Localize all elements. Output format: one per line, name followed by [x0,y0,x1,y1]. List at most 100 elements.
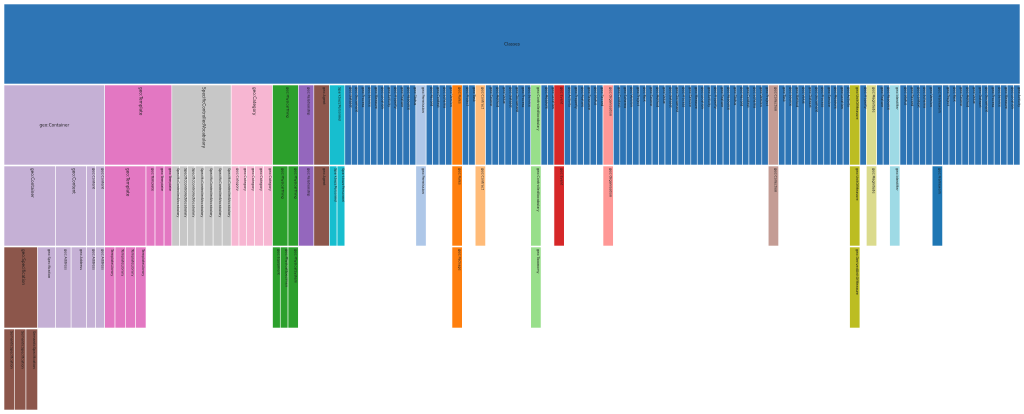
node-label: geo:Property [863,87,867,109]
node-label: geo:Status [413,87,417,105]
node-label: geo:Location [381,87,385,109]
node-label: geo:Project [636,87,640,107]
node-label: SemanticSpecification [20,331,24,369]
node-label: geo:Project [466,87,470,107]
node-label: geo:Feature [720,87,724,107]
node-geo-permission[interactable] [415,165,427,247]
node-label: geo:ControlledVocabulary [536,168,540,212]
node-label: geo:Context [916,87,920,108]
node-label: geo:Value [502,87,506,104]
node-label: geo:Resource [587,87,591,110]
node-label: geo:Project [765,87,769,107]
node-label: geo:Framework [938,87,942,113]
node-label: geo:Feature [400,87,404,107]
node-geo-relationship[interactable] [298,165,315,247]
node-templatelibrary[interactable] [135,246,147,329]
node-sparkbuzzpersonnel[interactable] [329,84,346,166]
node-label: geo:Event [559,87,563,105]
node-label: geo:UnitOfMeasure [855,168,859,201]
node-geo-controlledvocabulary[interactable] [530,165,542,247]
node-label: geo:Status [733,87,737,105]
node-geo-taxonomy[interactable] [530,246,542,329]
node-classes[interactable] [3,3,1021,85]
node-label: geo:Project [946,87,950,107]
node-label: geo:Permission [421,168,425,194]
node-specificcontrolledvocabulary[interactable] [171,84,232,166]
node-geo-address[interactable] [55,246,72,329]
node-label: geo:Task [472,87,476,102]
node-label: SpecificControlledVocabulary [209,168,213,217]
node-geo-contract[interactable] [474,165,486,247]
node-geo-rules[interactable] [451,165,463,247]
node-label: geo:Schema [623,87,627,108]
node-label: geo:Process [821,87,825,108]
node-geo-magnitude[interactable] [866,165,877,247]
node-geo-collection[interactable] [767,165,779,247]
node-geo-template[interactable] [104,84,173,166]
node-label: geo:Magnitude [872,168,876,193]
node-label: geo:PhysicalThing [293,168,297,199]
node-label: geo:Equipment [277,249,281,276]
node-geo-derivedunitofmeasure[interactable] [849,246,861,329]
node-geo-container[interactable] [3,84,105,166]
node-label: geo:Measure [544,87,548,109]
node-geo-container[interactable] [3,165,56,247]
node-label: SparkbuzzPersonnel [341,168,345,202]
node-label: geo:Category [251,168,255,191]
node-label: geo:Activity [387,87,391,107]
node-label: geo:Value [972,87,976,104]
node-geo-identifier[interactable] [889,165,901,247]
node-geo-agent[interactable] [313,165,330,247]
node-label: geo:Source [959,87,963,106]
node-label: geo:Record [739,87,743,106]
node-label: TemplateLibrary [131,248,135,276]
node-label: geo:Source [788,87,792,106]
node-label: geo:Organisation [608,168,612,197]
node-geo-category[interactable] [230,84,273,166]
node-label: geo:Document [985,87,989,113]
node-label: geo:Dataset [508,87,512,108]
node-geo-content[interactable] [55,165,87,247]
node-label: SpecificControlledVocabulary [200,168,204,217]
node-sparkbuzzpersonnel[interactable] [336,165,346,247]
node-label: geo:Specification [47,249,51,278]
node-label: geo:Content [100,168,104,190]
node-label: geo:Document [355,87,359,113]
node-geo-physicalthing[interactable] [272,84,299,166]
node-geo-physicalthing[interactable] [272,165,289,247]
node-label: SemanticSpecification [32,331,36,369]
node-label: geo:Category [259,168,263,191]
node-label: geo:Dataset [668,87,672,108]
node-label: geo:Contract [481,87,485,110]
node-label: geo:Category [243,168,247,191]
node-label: SpecificControlledVocabulary [176,168,180,217]
node-label: geo:Service [528,87,532,107]
node-semanticspecification[interactable] [25,328,38,411]
node-geo-package[interactable] [451,246,463,329]
node-geo-specification[interactable] [3,246,38,329]
node-geo-event[interactable] [553,165,565,247]
node-geo-physicalsystem[interactable] [287,246,299,329]
node-geo-relationship[interactable] [298,84,315,166]
node-label: geo:Agent [322,168,326,186]
node-label: geo:Template [126,168,131,197]
node-geo-activity[interactable] [1013,84,1021,166]
node-label: geo:Activity [1017,87,1021,107]
node-geo-agent[interactable] [313,84,330,166]
node-geo-specification[interactable] [37,246,56,329]
node-label: geo:Activity [847,87,851,107]
node-geo-address[interactable] [70,246,87,329]
node-geo-unitofmeasure[interactable] [849,165,861,247]
node-label: SparkbuzzPersonnel [337,87,341,121]
node-geo-template[interactable] [104,165,147,247]
node-label: geo:Document [515,87,519,113]
node-label: geo:Category [252,87,257,116]
node-label: geo:Method [495,87,499,107]
node-label: geo:Property [714,87,718,109]
node-label: geo:Container [30,168,35,198]
node-label: geo:Event [559,168,563,186]
node-label: geo:Context [617,87,621,108]
node-geo-organisation[interactable] [602,165,614,247]
node-geo-framework[interactable] [931,165,943,247]
node-label: geo:Property [393,87,397,109]
